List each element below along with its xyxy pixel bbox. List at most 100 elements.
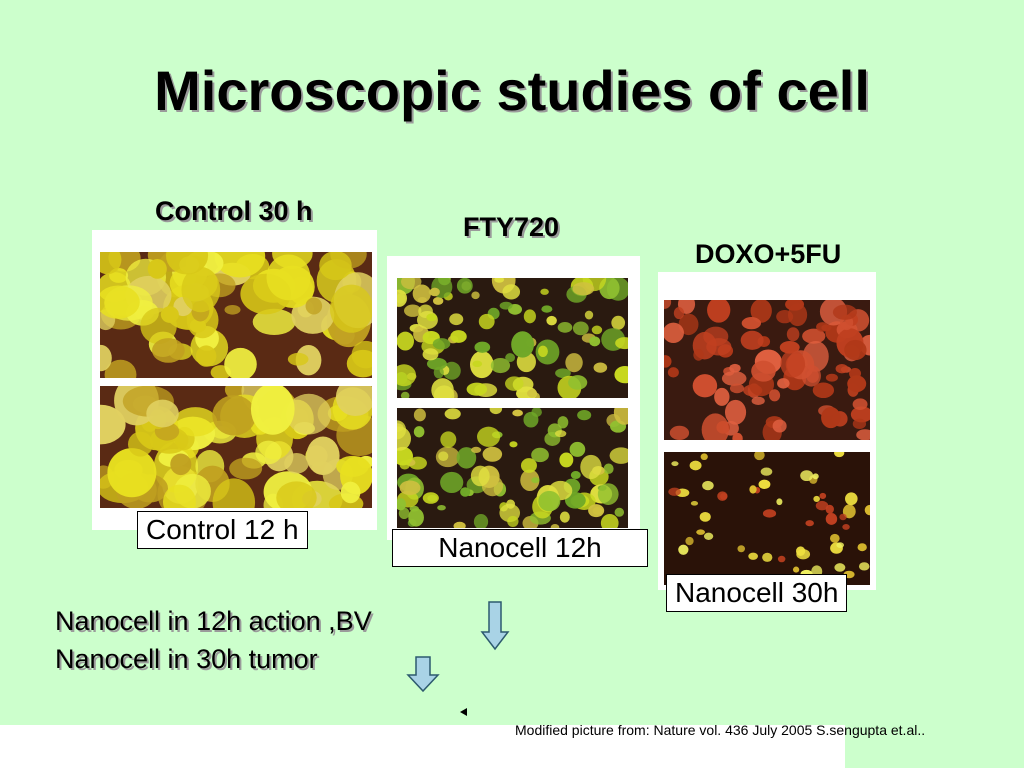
cell-blob	[557, 416, 569, 429]
cell-blob	[603, 463, 614, 475]
cell-blob	[669, 425, 690, 440]
cell-blob	[472, 360, 483, 368]
micrograph	[664, 452, 870, 585]
cell-blob	[842, 523, 850, 530]
cell-blob	[796, 549, 811, 560]
cell-blob	[478, 313, 495, 330]
cell-blob	[673, 307, 685, 320]
cell-blob	[100, 252, 122, 275]
cell-blob	[505, 353, 516, 363]
cell-blob	[162, 484, 196, 508]
cell-blob	[565, 353, 583, 373]
cell-blob	[748, 552, 758, 560]
micrograph	[664, 300, 870, 440]
cell-blob	[701, 413, 730, 440]
cell-blob	[397, 420, 407, 440]
cell-blob	[850, 406, 870, 423]
cell-blob	[751, 396, 765, 406]
cell-blob	[489, 408, 503, 415]
cell-blob	[700, 453, 708, 461]
cell-blob	[305, 297, 323, 315]
cell-blob	[398, 507, 410, 520]
cell-blob	[107, 448, 157, 498]
cell-blob	[527, 389, 537, 398]
cell-blob	[440, 471, 464, 494]
cell-blob	[819, 492, 827, 499]
cell-blob	[825, 373, 838, 382]
micrograph	[397, 278, 628, 398]
cell-blob	[426, 357, 447, 370]
cell-blob	[812, 382, 835, 399]
cell-blob	[678, 313, 699, 336]
cell-blob	[160, 306, 179, 323]
cell-blob	[173, 407, 218, 437]
cell-blob	[440, 431, 457, 448]
cell-blob	[165, 252, 209, 275]
cell-blob	[813, 495, 820, 503]
cell-blob	[456, 278, 473, 294]
cell-blob	[825, 513, 838, 525]
cell-blob	[444, 408, 461, 420]
cell-blob	[671, 461, 679, 467]
cell-blob	[776, 310, 794, 324]
cell-blob	[541, 305, 553, 313]
cell-blob	[664, 300, 672, 309]
cell-blob	[523, 309, 536, 324]
cell-blob	[507, 515, 519, 527]
cell-blob	[856, 429, 870, 440]
cell-blob	[749, 485, 757, 494]
cell-blob	[614, 507, 625, 517]
cell-blob	[815, 500, 829, 511]
down-arrow	[480, 601, 510, 651]
cell-blob	[438, 451, 449, 462]
cell-blob	[224, 304, 241, 315]
cell-blob	[707, 300, 731, 323]
cell-blob	[703, 326, 729, 347]
cell-blob	[702, 480, 714, 491]
cell-blob	[460, 487, 471, 497]
cell-blob	[858, 562, 870, 571]
cell-blob	[255, 440, 282, 465]
cell-blob	[591, 325, 603, 335]
cell-blob	[506, 499, 516, 509]
cell-blob	[572, 282, 595, 296]
cell-blob	[732, 432, 743, 440]
cell-blob	[100, 344, 112, 372]
cell-blob	[523, 411, 539, 428]
cell-blob	[690, 501, 699, 506]
cell-blob	[751, 360, 776, 382]
cell-blob	[520, 458, 537, 473]
cell-blob	[429, 287, 440, 297]
cell-blob	[609, 447, 628, 464]
cell-blob	[805, 520, 814, 527]
cell-blob	[195, 345, 217, 367]
cell-blob	[721, 371, 747, 386]
cell-blob	[505, 376, 524, 391]
cell-blob	[758, 479, 771, 489]
cell-blob	[724, 399, 747, 425]
cell-blob	[212, 395, 256, 436]
cell-blob	[546, 315, 557, 326]
cell-blob	[760, 467, 773, 476]
cell-blob	[400, 391, 410, 398]
cell-blob	[295, 344, 322, 376]
cell-blob	[717, 491, 728, 501]
cell-blob	[664, 355, 672, 368]
cell-blob	[146, 399, 179, 428]
cell-blob	[842, 504, 856, 519]
down-arrow	[406, 656, 440, 693]
cell-blob	[306, 436, 340, 476]
cell-blob	[597, 483, 619, 505]
note: Nanocell in 12h action ,BV	[55, 606, 372, 636]
cell-blob	[584, 310, 594, 320]
cell-blob	[555, 368, 571, 378]
cell-blob	[511, 331, 534, 358]
cell-blob	[351, 340, 372, 369]
cell-blob	[589, 336, 601, 347]
cell-blob	[800, 470, 814, 482]
cell-blob	[737, 545, 746, 553]
cell-blob	[802, 328, 826, 344]
cell-blob	[397, 364, 416, 387]
cell-blob	[151, 338, 185, 363]
